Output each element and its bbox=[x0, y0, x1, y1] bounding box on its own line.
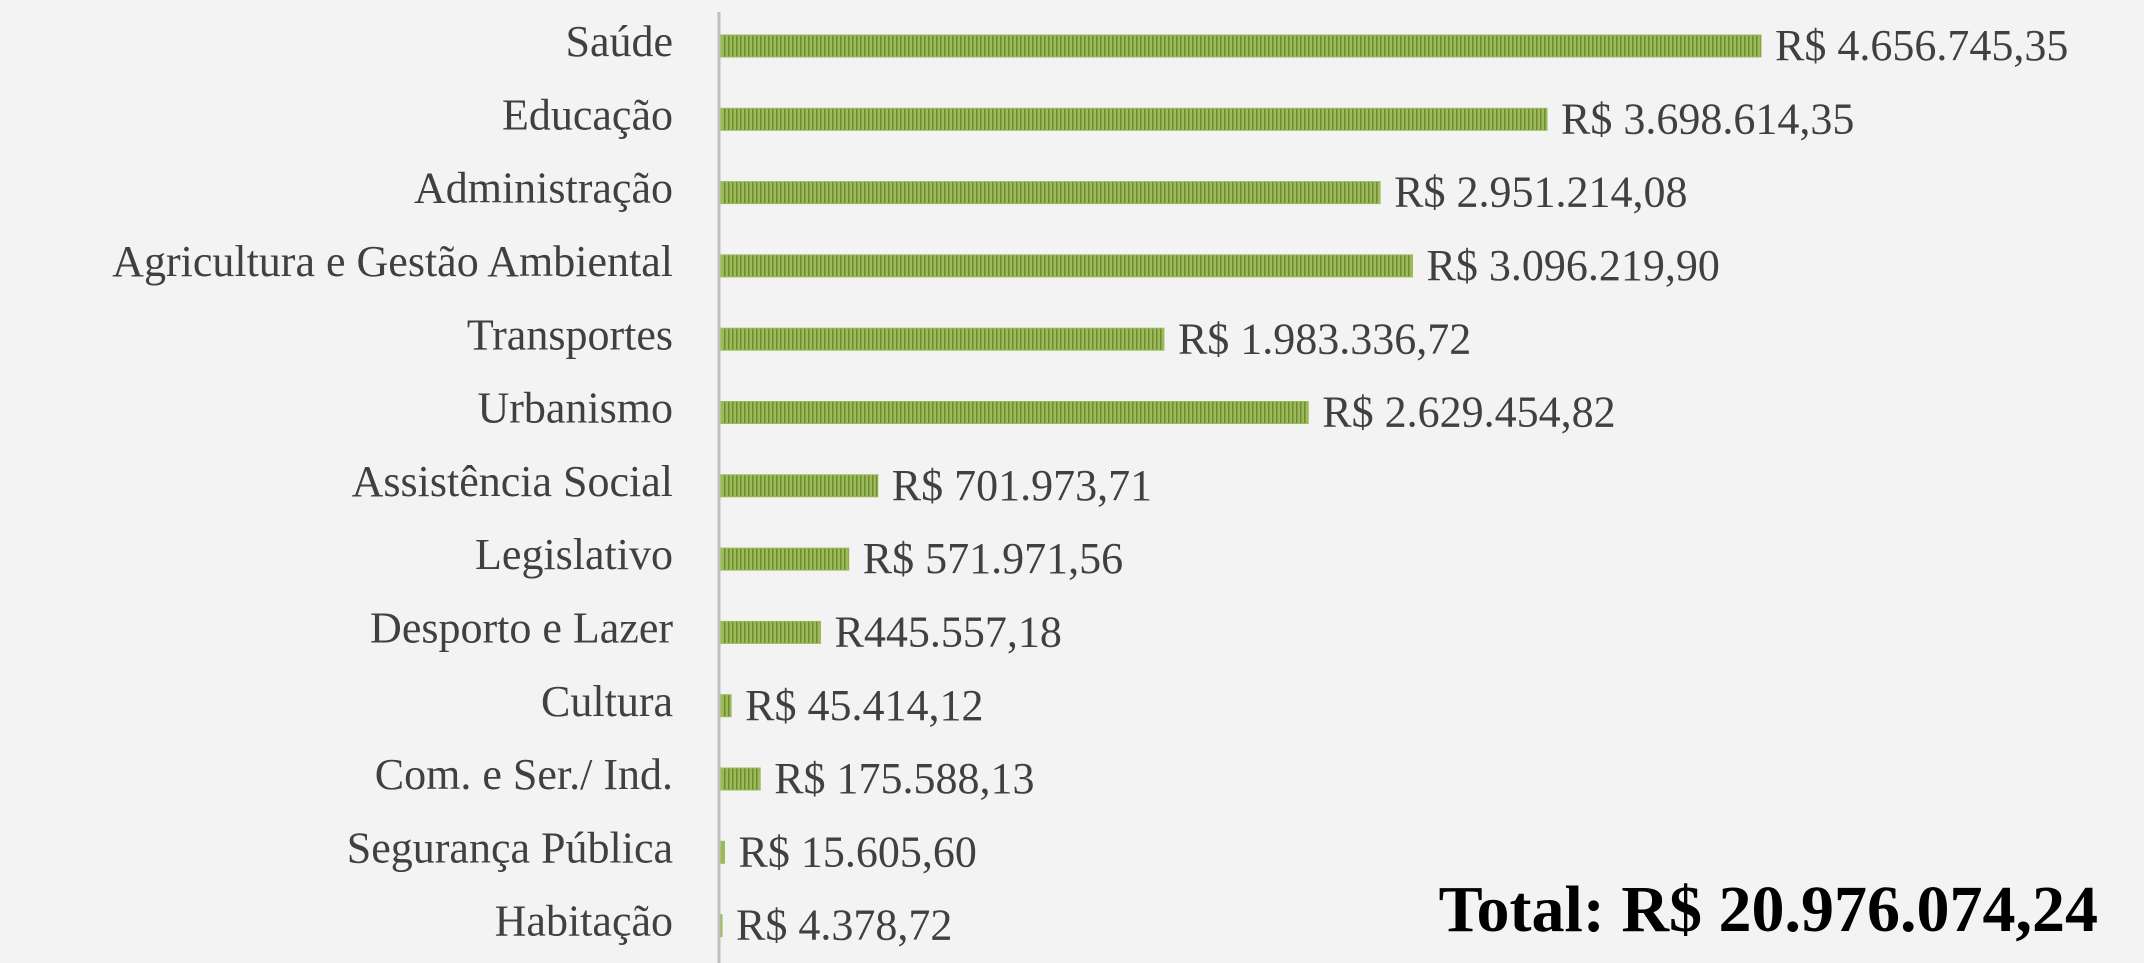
value-label: R$ 3.698.614,35 bbox=[1561, 94, 1854, 143]
value-label: R445.557,18 bbox=[835, 607, 1062, 656]
category-label: Cultura bbox=[541, 677, 673, 726]
value-label: R$ 2.629.454,82 bbox=[1322, 388, 1615, 437]
value-label: R$ 4.656.745,35 bbox=[1775, 21, 2068, 70]
bar bbox=[720, 474, 879, 498]
value-label: R$ 45.414,12 bbox=[745, 681, 983, 730]
value-label: R$ 175.588,13 bbox=[774, 754, 1034, 803]
value-label: R$ 571.971,56 bbox=[863, 534, 1123, 583]
category-label: Agricultura e Gestão Ambiental bbox=[112, 237, 673, 286]
bar bbox=[720, 34, 1762, 58]
category-label: Habitação bbox=[495, 897, 673, 946]
total-annotation: Total: R$ 20.976.074,24 bbox=[1439, 873, 2098, 946]
value-label: R$ 2.951.214,08 bbox=[1394, 168, 1687, 217]
value-label: R$ 701.973,71 bbox=[892, 461, 1152, 510]
value-label: R$ 15.605,60 bbox=[738, 827, 976, 876]
bar bbox=[720, 401, 1309, 424]
value-label: R$ 3.096.219,90 bbox=[1426, 241, 1719, 290]
category-label: Segurança Pública bbox=[347, 823, 673, 872]
category-label: Transportes bbox=[467, 310, 673, 359]
category-label: Legislativo bbox=[475, 530, 673, 579]
bar bbox=[720, 254, 1413, 278]
category-label: Assistência Social bbox=[352, 457, 673, 506]
bar bbox=[720, 694, 732, 718]
category-label: Saúde bbox=[565, 17, 673, 66]
bar bbox=[720, 620, 822, 644]
bar bbox=[720, 914, 723, 938]
bar bbox=[720, 327, 1165, 351]
category-label: Administração bbox=[414, 164, 673, 213]
bar bbox=[720, 107, 1548, 131]
bar bbox=[720, 547, 850, 571]
category-label: Com. e Ser./ Ind. bbox=[375, 750, 673, 799]
bar bbox=[720, 181, 1381, 205]
category-label: Desporto e Lazer bbox=[370, 603, 673, 652]
category-label: Educação bbox=[502, 90, 673, 139]
value-label: R$ 4.378,72 bbox=[736, 901, 952, 950]
category-label: Urbanismo bbox=[477, 384, 673, 433]
bar bbox=[720, 840, 725, 864]
bar bbox=[720, 767, 761, 791]
value-label: R$ 1.983.336,72 bbox=[1178, 314, 1471, 363]
